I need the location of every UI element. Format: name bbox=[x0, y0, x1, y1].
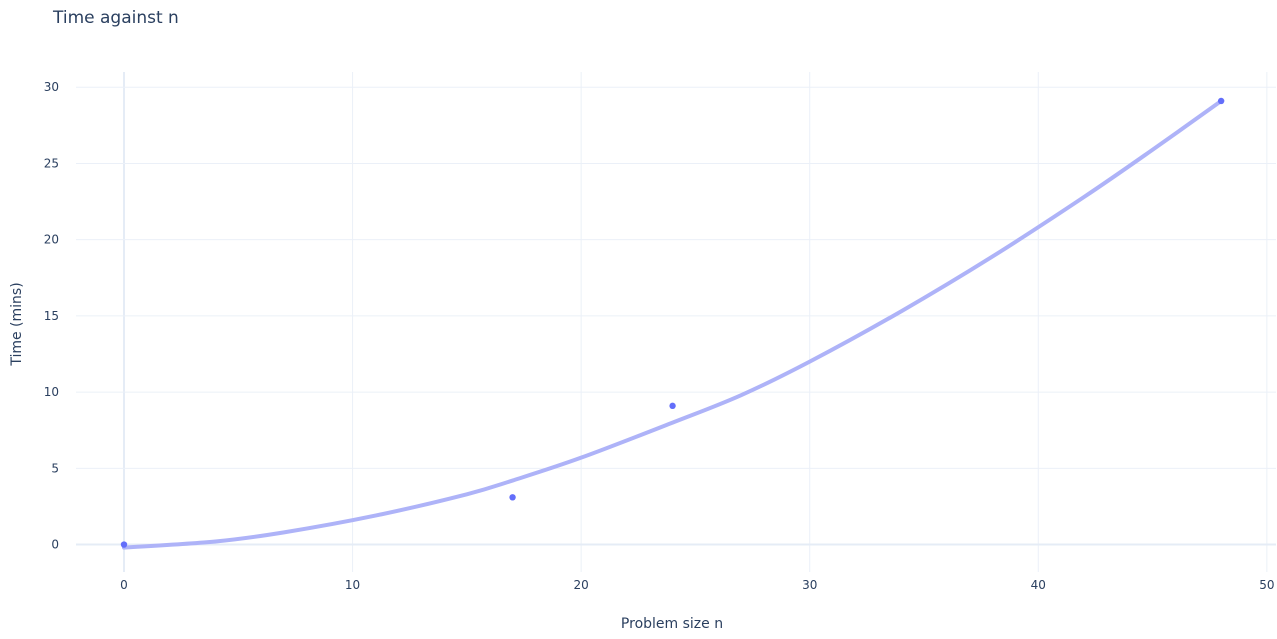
y-tick-label: 30 bbox=[44, 80, 59, 94]
data-point bbox=[669, 402, 676, 410]
y-tick-label: 15 bbox=[44, 309, 59, 323]
x-tick-label: 50 bbox=[1259, 578, 1274, 592]
y-axis-label: Time (mins) bbox=[9, 282, 25, 366]
data-point bbox=[1217, 97, 1225, 105]
y-tick-label: 0 bbox=[51, 538, 59, 552]
x-axis-label: Problem size n bbox=[621, 616, 723, 632]
y-tick-label: 20 bbox=[44, 233, 59, 247]
grid bbox=[76, 72, 1276, 572]
x-tick-label: 0 bbox=[120, 578, 128, 592]
x-tick-label: 30 bbox=[802, 578, 817, 592]
x-tick-label: 20 bbox=[574, 578, 589, 592]
data-point bbox=[509, 494, 516, 501]
x-tick-label: 10 bbox=[345, 578, 360, 592]
y-tick-labels: 0 5 10 15 20 25 30 bbox=[44, 80, 59, 551]
x-tick-label: 40 bbox=[1031, 578, 1046, 592]
plot-area bbox=[120, 97, 1225, 550]
chart-title: Time against n bbox=[52, 8, 179, 28]
y-tick-label: 5 bbox=[51, 461, 59, 475]
x-tick-labels: 0 10 20 30 40 50 bbox=[120, 578, 1274, 592]
fit-line bbox=[122, 98, 1224, 550]
data-point bbox=[120, 541, 128, 548]
y-tick-label: 10 bbox=[44, 385, 59, 399]
y-tick-label: 25 bbox=[44, 156, 59, 170]
